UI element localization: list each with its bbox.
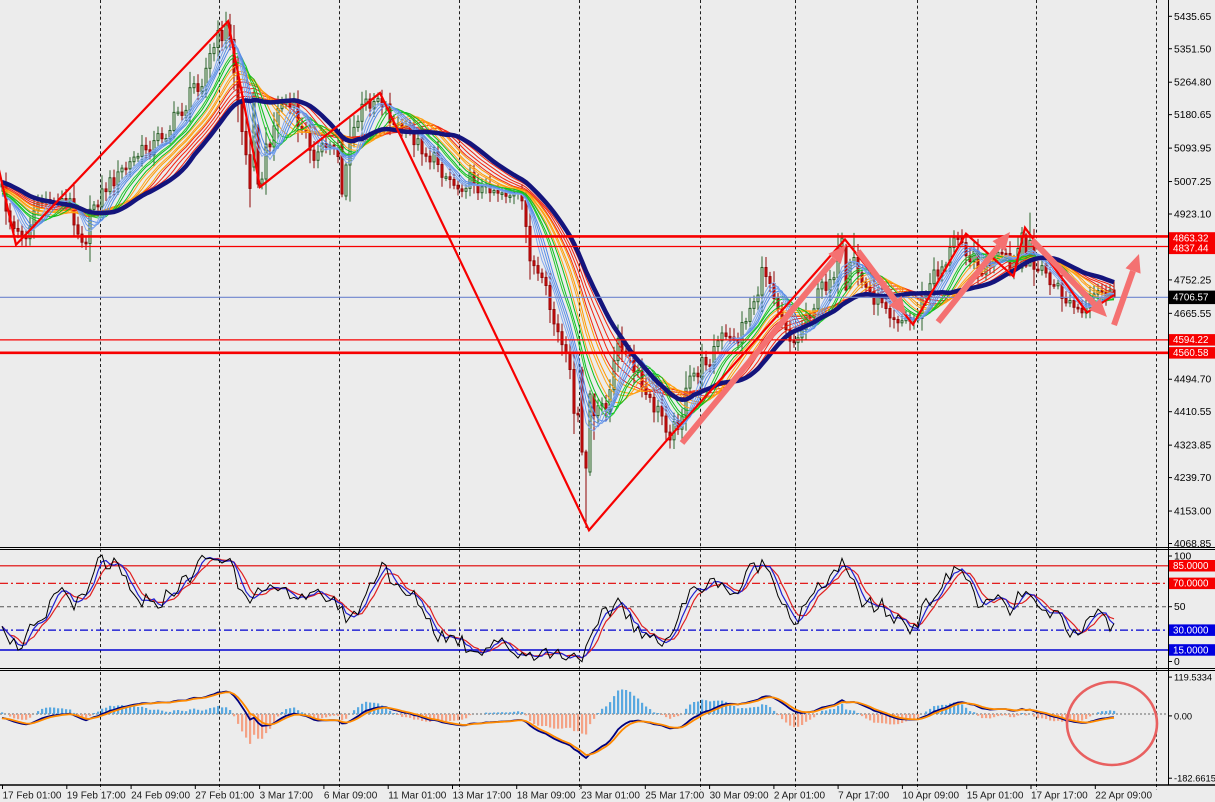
svg-text:23 Mar 01:00: 23 Mar 01:00 [581,791,640,802]
svg-text:13 Mar 17:00: 13 Mar 17:00 [453,791,512,802]
svg-text:6 Mar 09:00: 6 Mar 09:00 [324,791,378,802]
svg-text:-182.6615: -182.6615 [1174,774,1215,784]
svg-text:27 Feb 01:00: 27 Feb 01:00 [195,791,254,802]
svg-text:4837.44: 4837.44 [1173,244,1209,255]
svg-text:100: 100 [1174,552,1191,563]
svg-text:85.0000: 85.0000 [1173,561,1209,572]
svg-text:70.0000: 70.0000 [1173,579,1209,590]
svg-text:4239.70: 4239.70 [1174,473,1211,484]
svg-text:30.0000: 30.0000 [1173,625,1209,636]
svg-text:5435.65: 5435.65 [1174,12,1211,23]
svg-text:4752.25: 4752.25 [1174,275,1211,286]
svg-text:17 Feb 01:00: 17 Feb 01:00 [3,791,62,802]
svg-text:25 Mar 17:00: 25 Mar 17:00 [645,791,704,802]
svg-text:5007.25: 5007.25 [1174,177,1211,188]
svg-text:15.0000: 15.0000 [1173,645,1209,656]
svg-text:4923.10: 4923.10 [1174,209,1211,220]
svg-text:11 Mar 01:00: 11 Mar 01:00 [388,791,447,802]
svg-text:4560.58: 4560.58 [1173,348,1209,359]
svg-text:0: 0 [1174,657,1180,668]
svg-text:4323.85: 4323.85 [1174,441,1211,452]
svg-text:5180.65: 5180.65 [1174,110,1211,121]
svg-text:19 Feb 17:00: 19 Feb 17:00 [67,791,126,802]
svg-text:15 Apr 01:00: 15 Apr 01:00 [967,791,1024,802]
svg-text:22 Apr 09:00: 22 Apr 09:00 [1095,791,1152,802]
svg-text:4594.22: 4594.22 [1173,335,1208,346]
svg-text:24 Feb 09:00: 24 Feb 09:00 [131,791,190,802]
svg-text:5264.80: 5264.80 [1174,78,1211,89]
svg-text:4153.00: 4153.00 [1174,507,1211,518]
svg-text:0.00: 0.00 [1174,711,1192,721]
svg-text:4410.55: 4410.55 [1174,407,1211,418]
svg-text:50: 50 [1174,602,1186,613]
svg-text:5093.95: 5093.95 [1174,144,1211,155]
svg-text:4706.57: 4706.57 [1173,293,1208,304]
svg-text:7 Apr 17:00: 7 Apr 17:00 [838,791,890,802]
svg-text:17 Apr 17:00: 17 Apr 17:00 [1031,791,1088,802]
svg-text:3 Mar 17:00: 3 Mar 17:00 [260,791,314,802]
svg-text:4494.70: 4494.70 [1174,375,1211,386]
svg-text:119.5334: 119.5334 [1174,673,1212,683]
svg-text:18 Mar 09:00: 18 Mar 09:00 [517,791,576,802]
svg-text:4665.55: 4665.55 [1174,309,1211,320]
svg-text:4863.32: 4863.32 [1173,233,1208,244]
svg-text:10 Apr 09:00: 10 Apr 09:00 [902,791,959,802]
svg-text:2 Apr 01:00: 2 Apr 01:00 [774,791,826,802]
svg-text:30 Mar 09:00: 30 Mar 09:00 [710,791,769,802]
svg-text:4068.85: 4068.85 [1174,539,1211,550]
svg-text:5351.50: 5351.50 [1174,44,1211,55]
